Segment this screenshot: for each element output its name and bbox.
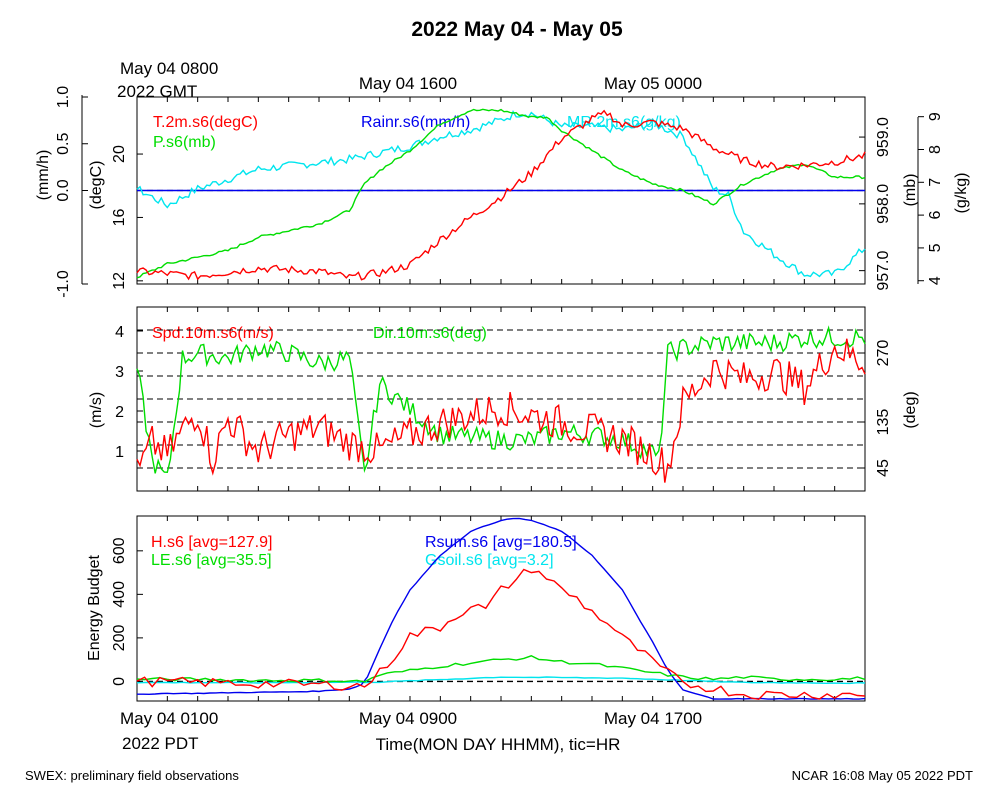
series-wind-direction bbox=[136, 325, 866, 474]
legend-wind-direction: Dir.10m.s6(deg) bbox=[373, 325, 487, 342]
legend-wind-speed: Spd.10m.s6(m/s) bbox=[152, 325, 274, 342]
tick-label-ms-4: 4 bbox=[115, 324, 124, 341]
footer-left: SWEX: preliminary field observations bbox=[25, 768, 239, 783]
xlabel: Time(MON DAY HHMM), tic=HR bbox=[376, 735, 621, 754]
legend-latent-heat: LE.s6 [avg=35.5] bbox=[151, 552, 272, 569]
legend-soil-heat: Gsoil.s6 [avg=3.2] bbox=[425, 552, 554, 569]
tick-label-gkg-9: 9 bbox=[927, 112, 944, 121]
bottom-axis-first-label-line1: May 04 0100 bbox=[120, 709, 218, 728]
top-axis-first-label-line2: 2022 GMT bbox=[117, 82, 197, 101]
legend-temperature: T.2m.s6(degC) bbox=[153, 114, 258, 131]
series-soil-heat bbox=[136, 676, 866, 685]
tick-label-gkg-4: 4 bbox=[927, 276, 944, 285]
tick-label-energy-600: 600 bbox=[111, 537, 128, 564]
bottom-axis-label-2: May 04 1700 bbox=[604, 709, 702, 728]
series-temperature bbox=[136, 109, 866, 281]
tick-label-mb-959.0: 959.0 bbox=[875, 117, 892, 157]
series-sensible-heat bbox=[136, 568, 866, 701]
tick-label-rain-0.0: 0.0 bbox=[55, 179, 72, 201]
top-axis-first-label-line1: May 04 0800 bbox=[120, 59, 218, 78]
chart-title: 2022 May 04 - May 05 bbox=[411, 18, 623, 41]
tick-label-gkg-7: 7 bbox=[927, 178, 944, 187]
tick-label-rain-1.0: 1.0 bbox=[55, 86, 72, 108]
tick-label-gkg-8: 8 bbox=[927, 145, 944, 154]
tick-label-rain-0.5: 0.5 bbox=[55, 133, 72, 155]
top-axis-label-1: May 04 1600 bbox=[359, 74, 457, 93]
ylabel-energy: Energy Budget bbox=[86, 555, 103, 661]
series-net-radiation bbox=[137, 517, 866, 700]
bottom-axis-first-label-line2: 2022 PDT bbox=[122, 734, 199, 753]
tick-label-ms-2: 2 bbox=[115, 404, 124, 421]
tick-label-energy-400: 400 bbox=[111, 581, 128, 608]
ylabel-rain: (mm/h) bbox=[35, 150, 52, 201]
series-pressure bbox=[136, 108, 866, 279]
ylabel-wind-speed: (m/s) bbox=[88, 392, 105, 428]
ylabel-pressure: (mb) bbox=[902, 174, 919, 207]
tick-label-energy-0: 0 bbox=[111, 677, 128, 686]
tick-label-deg-45: 45 bbox=[875, 459, 892, 477]
tick-label-ms-1: 1 bbox=[115, 444, 124, 461]
tick-label-deg-270: 270 bbox=[875, 340, 892, 367]
tick-label-energy-200: 200 bbox=[111, 624, 128, 651]
ylabel-mixing-ratio: (g/kg) bbox=[953, 173, 970, 214]
series-wind-speed bbox=[136, 338, 866, 483]
tick-label-gkg-6: 6 bbox=[927, 211, 944, 220]
tick-label-ms-3: 3 bbox=[115, 364, 124, 381]
series-mixing-ratio bbox=[136, 109, 866, 278]
top-axis-label-2: May 05 0000 bbox=[604, 74, 702, 93]
legend-rain-rate: Rainr.s6(mm/h) bbox=[361, 114, 470, 131]
legend-sensible-heat: H.s6 [avg=127.9] bbox=[151, 534, 272, 551]
ylabel-wind-direction: (deg) bbox=[902, 391, 919, 428]
tick-label-mb-958.0: 958.0 bbox=[875, 184, 892, 224]
legend-pressure: P.s6(mb) bbox=[153, 134, 216, 151]
tick-label-gkg-5: 5 bbox=[927, 243, 944, 252]
tick-label-degc-12: 12 bbox=[111, 272, 128, 290]
bottom-axis-label-1: May 04 0900 bbox=[359, 709, 457, 728]
tick-label-degc-16: 16 bbox=[111, 208, 128, 226]
footer-right: NCAR 16:08 May 05 2022 PDT bbox=[791, 768, 973, 783]
tick-label-degc-20: 20 bbox=[111, 145, 128, 163]
chart-marks: 1.00.50.0-1.0 121620957.0958.0959.0456789… bbox=[55, 86, 944, 701]
tick-label-deg-135: 135 bbox=[875, 409, 892, 436]
tick-label-mb-957.0: 957.0 bbox=[875, 251, 892, 291]
ylabel-temperature: (degC) bbox=[88, 161, 105, 210]
tick-label-rain--1.0: -1.0 bbox=[55, 270, 72, 298]
series-latent-heat bbox=[136, 655, 866, 683]
legend-net-radiation: Rsum.s6 [avg=180.5] bbox=[425, 534, 577, 551]
